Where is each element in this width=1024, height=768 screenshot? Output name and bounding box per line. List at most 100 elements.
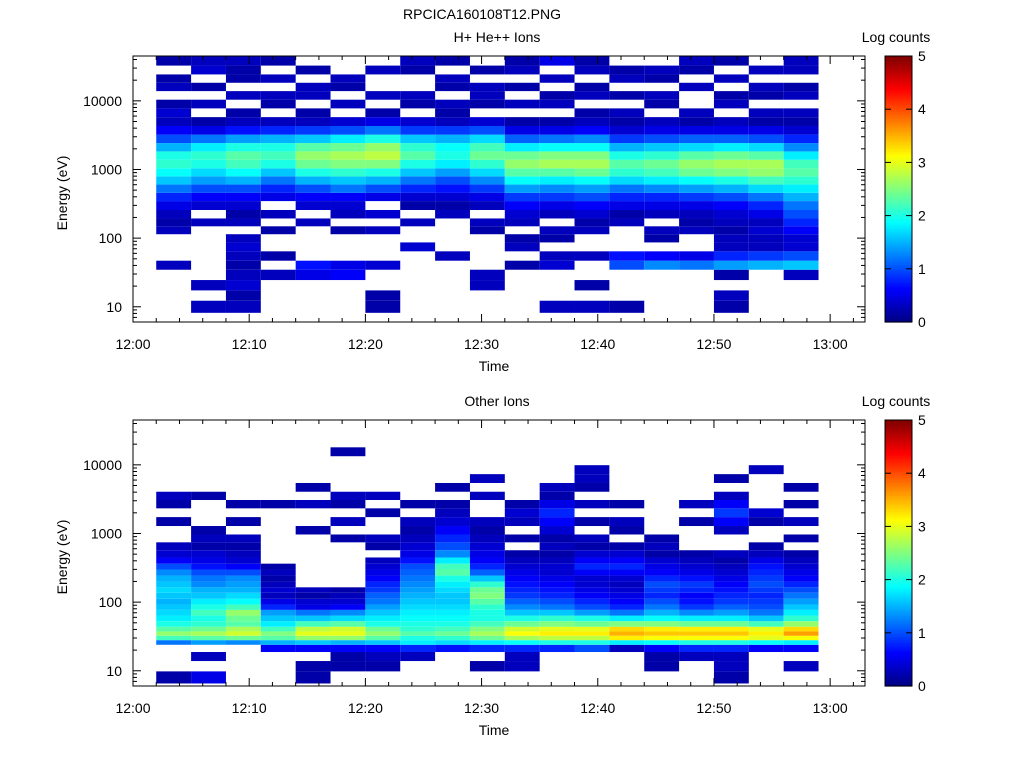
heatmap-cell — [365, 134, 401, 144]
heatmap-cell — [574, 143, 610, 152]
heatmap-cell — [330, 661, 366, 672]
heatmap-cell — [469, 563, 505, 570]
heatmap-cell — [574, 117, 610, 126]
colorbar-segment — [885, 654, 912, 658]
heatmap-cell — [713, 569, 749, 576]
colorbar-segment — [885, 257, 912, 261]
heatmap-cell — [574, 482, 610, 492]
heatmap-cell — [435, 108, 470, 118]
heatmap-cell — [713, 609, 749, 616]
heatmap-cell — [748, 508, 784, 518]
heatmap-cell — [748, 598, 784, 605]
heatmap-cell — [539, 615, 575, 622]
heatmap-cell — [713, 517, 749, 527]
heatmap-cell — [679, 260, 714, 270]
colorbar-segment — [885, 457, 912, 461]
heatmap-cell — [783, 517, 819, 527]
colorbar-segment — [885, 89, 912, 93]
colorbar-segment — [885, 306, 912, 310]
colorbar-segment — [885, 62, 912, 66]
colorbar-tick-label: 3 — [918, 154, 926, 170]
heatmap-cell — [156, 226, 192, 235]
colorbar-segment — [885, 157, 912, 161]
colorbar-segment — [885, 495, 912, 499]
heatmap-cell — [783, 500, 819, 509]
colorbar-segment — [885, 470, 912, 474]
heatmap-cell — [365, 159, 401, 169]
heatmap-cell — [156, 500, 192, 509]
heatmap-cell — [365, 508, 401, 518]
heatmap-cell — [748, 201, 784, 210]
colorbar-segment — [885, 299, 912, 303]
colorbar-segment — [885, 555, 912, 559]
heatmap-cell — [225, 550, 261, 558]
heatmap-cell — [295, 108, 331, 118]
colorbar-segment — [885, 475, 912, 479]
colorbar-segment — [885, 75, 912, 79]
heatmap-cell — [400, 159, 436, 169]
heatmap-cell — [679, 635, 714, 641]
heatmap-cell — [539, 581, 575, 588]
colorbar-segment — [885, 572, 912, 576]
heatmap-cell — [156, 108, 192, 118]
colorbar-segment — [885, 570, 912, 574]
colorbar-segment — [885, 319, 912, 323]
colorbar-tick-label: 0 — [918, 314, 926, 330]
heatmap-cell — [713, 592, 749, 599]
heatmap-cell — [225, 542, 261, 551]
heatmap-cell — [295, 82, 331, 92]
heatmap-cell — [330, 184, 366, 193]
heatmap-cell — [783, 125, 819, 135]
heatmap-cell — [260, 226, 296, 235]
heatmap-cell — [679, 500, 714, 509]
heatmap-cell — [435, 134, 470, 144]
colorbar-segment — [885, 259, 912, 263]
heatmap-cell — [713, 91, 749, 100]
heatmap-cell — [156, 550, 192, 558]
heatmap-cell — [295, 635, 331, 641]
heatmap-cell — [504, 117, 540, 126]
colorbar-segment — [885, 674, 912, 678]
colorbar-segment — [885, 546, 912, 550]
heatmap-cell — [156, 671, 192, 684]
heatmap-cell — [295, 631, 331, 636]
heatmap-cell — [435, 251, 470, 261]
heatmap-cell — [365, 300, 401, 313]
colorbar-segment — [885, 515, 912, 519]
colorbar-segment — [885, 308, 912, 312]
heatmap-cell — [435, 621, 470, 627]
heatmap-cell — [609, 218, 645, 227]
heatmap-cell — [609, 251, 645, 261]
heatmap-cell — [191, 557, 226, 564]
x-tick-label: 13:00 — [813, 700, 848, 716]
colorbar-segment — [885, 297, 912, 301]
colorbar-segment — [885, 115, 912, 119]
heatmap-cell — [539, 234, 575, 243]
colorbar-segment — [885, 590, 912, 594]
heatmap-cell — [156, 117, 192, 126]
heatmap-cell — [260, 569, 296, 576]
heatmap-cell — [644, 626, 680, 632]
heatmap-cell — [225, 201, 261, 210]
colorbar-segment — [885, 504, 912, 508]
colorbar-segment — [885, 129, 912, 132]
heatmap-cell — [574, 557, 610, 564]
heatmap-cell — [295, 159, 331, 169]
heatmap-cell — [504, 125, 540, 135]
colorbar-segment — [885, 67, 912, 70]
x-tick-label: 12:10 — [232, 700, 267, 716]
colorbar-segment — [885, 98, 912, 101]
heatmap-cell — [644, 168, 680, 177]
x-tick-label: 12:40 — [580, 700, 615, 716]
plot-frame — [132, 419, 866, 687]
heatmap-cell — [400, 91, 436, 100]
heatmap-cell — [191, 201, 226, 210]
heatmap-cell — [748, 542, 784, 551]
heatmap-cell — [609, 644, 645, 653]
colorbar-segment — [885, 544, 912, 547]
heatmap-cell — [679, 592, 714, 599]
heatmap-cell — [400, 534, 436, 543]
colorbar-segment — [885, 439, 912, 443]
heatmap-cell — [330, 74, 366, 83]
colorbar-segment — [885, 304, 912, 308]
